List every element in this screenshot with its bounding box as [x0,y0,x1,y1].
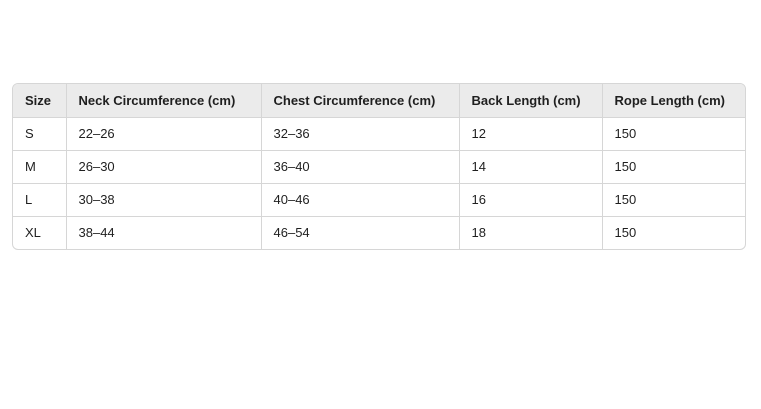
cell-neck: 38–44 [66,216,262,249]
cell-size: XL [13,216,67,249]
header-rope-length: Rope Length (cm) [602,84,745,118]
size-chart-table: Size Neck Circumference (cm) Chest Circu… [13,84,745,249]
header-back-length: Back Length (cm) [459,84,603,118]
size-chart-table-container: Size Neck Circumference (cm) Chest Circu… [12,83,746,250]
cell-rope: 150 [602,117,745,151]
header-row: Size Neck Circumference (cm) Chest Circu… [13,84,745,118]
cell-neck: 22–26 [66,117,262,151]
cell-chest: 40–46 [261,183,460,217]
table-row: S 22–26 32–36 12 150 [13,117,745,151]
cell-chest: 46–54 [261,216,460,249]
cell-back: 12 [459,117,603,151]
cell-size: L [13,183,67,217]
table-header: Size Neck Circumference (cm) Chest Circu… [13,84,745,118]
cell-back: 14 [459,150,603,184]
cell-neck: 26–30 [66,150,262,184]
cell-back: 16 [459,183,603,217]
cell-back: 18 [459,216,603,249]
cell-size: S [13,117,67,151]
table-row: L 30–38 40–46 16 150 [13,183,745,217]
cell-rope: 150 [602,150,745,184]
cell-neck: 30–38 [66,183,262,217]
cell-chest: 32–36 [261,117,460,151]
header-neck-circumference: Neck Circumference (cm) [66,84,262,118]
header-size: Size [13,84,67,118]
table-body: S 22–26 32–36 12 150 M 26–30 36–40 14 15… [13,117,745,249]
cell-chest: 36–40 [261,150,460,184]
cell-rope: 150 [614,225,637,241]
header-chest-circumference: Chest Circumference (cm) [261,84,460,118]
table-row: XL 38–44 46–54 18 150 [13,216,745,249]
cell-size: M [13,150,67,184]
cell-rope: 150 [602,183,745,217]
table-row: M 26–30 36–40 14 150 [13,150,745,184]
